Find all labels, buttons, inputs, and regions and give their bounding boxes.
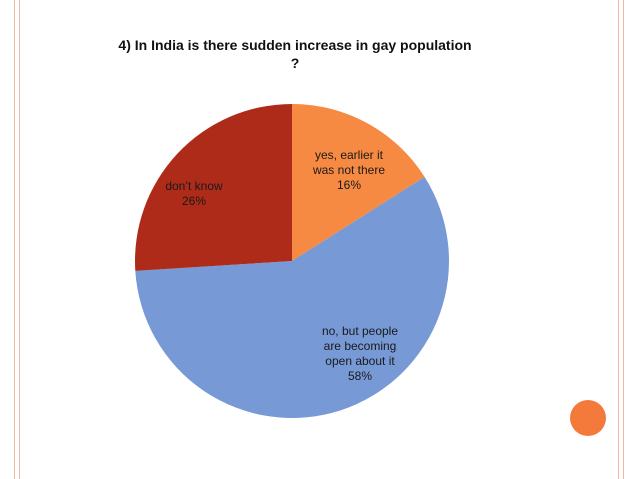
chart-title-line-1: 4) In India is there sudden increase in … — [118, 37, 472, 53]
chart-title-line-2: ? — [290, 55, 300, 71]
pie-slice — [135, 176, 450, 418]
left-border-line — [14, 0, 15, 479]
right-border-line — [623, 0, 624, 479]
chart-title: 4) In India is there sudden increase in … — [60, 36, 530, 72]
pie-labels: yes, earlier it was not there 16% no, but p… — [165, 148, 398, 383]
pie-slice-label: no, but people are becoming open about it 5… — [322, 324, 398, 383]
pie-slice — [292, 104, 425, 261]
accent-circle — [570, 400, 606, 436]
right-border-line-inner — [618, 0, 619, 479]
pie-slice — [135, 104, 292, 271]
pie-slice-label: yes, earlier it was not there 16% — [312, 148, 385, 192]
pie-slice-label: don’t know 26% — [165, 179, 223, 208]
pie-slices — [135, 104, 450, 418]
left-border-line-inner — [19, 0, 20, 479]
